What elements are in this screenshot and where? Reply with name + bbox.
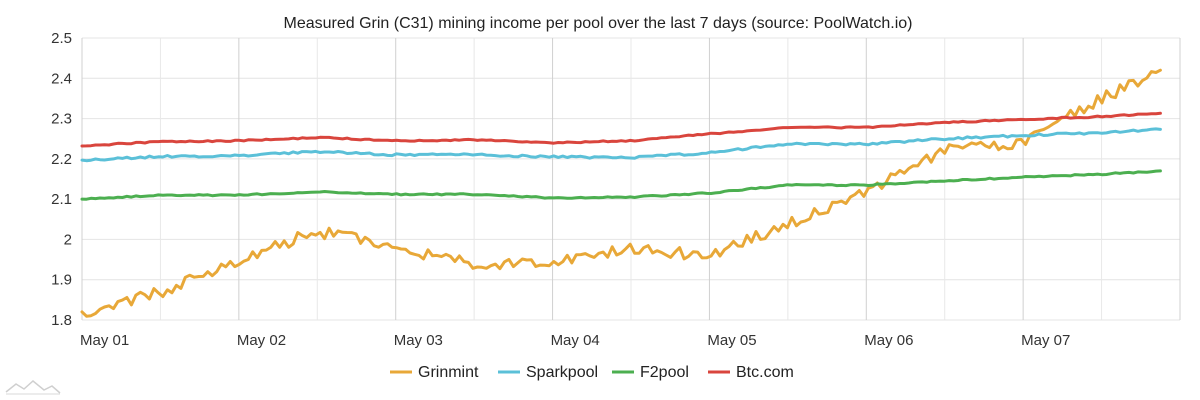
legend-item-sparkpool[interactable]: Sparkpool — [498, 364, 598, 381]
legend-item-grinmint[interactable]: Grinmint — [390, 364, 479, 381]
y-tick-label: 1.9 — [51, 272, 72, 289]
x-tick-label: May 03 — [394, 332, 443, 349]
legend-label: Btc.com — [736, 364, 794, 381]
y-tick-label: 2.1 — [51, 191, 72, 208]
x-tick-label: May 06 — [864, 332, 913, 349]
legend[interactable]: Grinmint Sparkpool F2pool Btc.com — [390, 364, 794, 381]
x-tick-label: May 04 — [551, 332, 600, 349]
legend-label: Grinmint — [418, 364, 479, 381]
x-tick-label: May 02 — [237, 332, 286, 349]
legend-item-f2pool[interactable]: F2pool — [612, 364, 689, 381]
series-line-grinmint — [80, 68, 1162, 318]
y-tick-label: 2.3 — [51, 111, 72, 128]
y-axis-ticks: 1.8 1.9 2 2.1 2.2 2.3 2.4 2.5 — [51, 30, 72, 329]
series-line-sparkpool — [80, 127, 1162, 163]
legend-label: Sparkpool — [526, 364, 598, 381]
y-tick-label: 2.5 — [51, 30, 72, 47]
y-tick-label: 2.2 — [51, 151, 72, 168]
series-line-btc-com — [80, 111, 1162, 148]
series — [80, 68, 1162, 318]
x-tick-label: May 05 — [707, 332, 756, 349]
y-tick-label: 2.4 — [51, 70, 72, 87]
legend-label: F2pool — [640, 364, 689, 381]
y-tick-label: 2 — [64, 231, 72, 248]
chart-title: Measured Grin (C31) mining income per po… — [283, 15, 912, 32]
y-tick-label: 1.8 — [51, 312, 72, 329]
x-axis-ticks: May 01 May 02 May 03 May 04 May 05 May 06 May … — [80, 332, 1070, 349]
legend-item-btc-com[interactable]: Btc.com — [708, 364, 794, 381]
watermark-logo — [5, 380, 61, 395]
x-tick-label: May 01 — [80, 332, 129, 349]
x-tick-label: May 07 — [1021, 332, 1070, 349]
series-line-f2pool — [80, 169, 1162, 201]
